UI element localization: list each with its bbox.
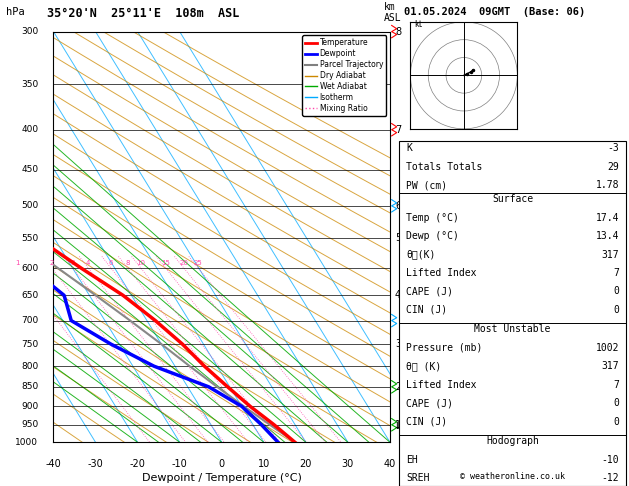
Text: CIN (J): CIN (J): [406, 417, 447, 427]
Text: 0: 0: [613, 398, 619, 408]
Text: 1.78: 1.78: [596, 180, 619, 191]
Text: 500: 500: [21, 201, 38, 210]
Text: -3: -3: [608, 143, 619, 154]
Text: -12: -12: [601, 473, 619, 483]
Text: SREH: SREH: [406, 473, 430, 483]
Text: 400: 400: [21, 125, 38, 134]
Text: 6: 6: [109, 260, 113, 266]
Text: 4: 4: [395, 290, 401, 300]
Text: 7: 7: [613, 268, 619, 278]
Text: hPa: hPa: [6, 7, 25, 17]
Text: 3: 3: [395, 339, 401, 349]
Text: km: km: [384, 2, 396, 13]
Text: 40: 40: [384, 459, 396, 469]
Text: θᴇ(K): θᴇ(K): [406, 250, 436, 260]
Text: 2: 2: [50, 260, 54, 266]
Text: CAPE (J): CAPE (J): [406, 398, 454, 408]
Text: 317: 317: [601, 361, 619, 371]
Text: PW (cm): PW (cm): [406, 180, 447, 191]
Text: 6: 6: [395, 201, 401, 211]
Text: 13.4: 13.4: [596, 231, 619, 241]
Text: 700: 700: [21, 316, 38, 325]
Text: 0: 0: [613, 305, 619, 315]
Text: Lifted Index: Lifted Index: [406, 380, 477, 390]
Text: 35°20'N  25°11'E  108m  ASL: 35°20'N 25°11'E 108m ASL: [47, 7, 240, 20]
Text: 1: 1: [395, 420, 401, 430]
Text: 7: 7: [613, 380, 619, 390]
Text: 0: 0: [219, 459, 225, 469]
Text: -20: -20: [130, 459, 145, 469]
Text: 0: 0: [613, 417, 619, 427]
Text: 20: 20: [299, 459, 312, 469]
Text: EH: EH: [406, 454, 418, 465]
Text: 17.4: 17.4: [596, 213, 619, 223]
Text: Hodograph: Hodograph: [486, 436, 539, 446]
Text: 1: 1: [16, 260, 20, 266]
Text: 10: 10: [258, 459, 270, 469]
Text: Mixing Ratio (g/kg): Mixing Ratio (g/kg): [415, 191, 425, 283]
Text: 20: 20: [179, 260, 188, 266]
Text: 30: 30: [342, 459, 354, 469]
Text: 5: 5: [395, 233, 401, 243]
Text: -10: -10: [601, 454, 619, 465]
Text: 15: 15: [161, 260, 170, 266]
Text: 29: 29: [608, 162, 619, 172]
Text: 600: 600: [21, 263, 38, 273]
Text: Surface: Surface: [492, 194, 533, 204]
Text: Most Unstable: Most Unstable: [474, 324, 551, 334]
Text: 1002: 1002: [596, 343, 619, 353]
Text: 550: 550: [21, 234, 38, 243]
Text: LCL: LCL: [395, 422, 411, 431]
Text: 750: 750: [21, 340, 38, 348]
Text: 300: 300: [21, 27, 38, 36]
Text: 8: 8: [125, 260, 130, 266]
Text: Temp (°C): Temp (°C): [406, 213, 459, 223]
Text: 25: 25: [194, 260, 203, 266]
Text: 2: 2: [395, 382, 401, 392]
Text: 01.05.2024  09GMT  (Base: 06): 01.05.2024 09GMT (Base: 06): [404, 7, 585, 17]
Text: 10: 10: [136, 260, 145, 266]
Text: 850: 850: [21, 382, 38, 391]
Legend: Temperature, Dewpoint, Parcel Trajectory, Dry Adiabat, Wet Adiabat, Isotherm, Mi: Temperature, Dewpoint, Parcel Trajectory…: [302, 35, 386, 116]
Text: 450: 450: [21, 165, 38, 174]
Text: 1000: 1000: [15, 438, 38, 447]
Text: -10: -10: [172, 459, 187, 469]
Text: 0: 0: [613, 287, 619, 296]
Text: 350: 350: [21, 80, 38, 88]
Text: 3: 3: [70, 260, 75, 266]
Text: 650: 650: [21, 291, 38, 300]
Text: CIN (J): CIN (J): [406, 305, 447, 315]
Text: Dewp (°C): Dewp (°C): [406, 231, 459, 241]
Text: -30: -30: [87, 459, 103, 469]
Text: 8: 8: [395, 27, 401, 36]
Text: CAPE (J): CAPE (J): [406, 287, 454, 296]
Text: Totals Totals: Totals Totals: [406, 162, 482, 172]
Text: -40: -40: [45, 459, 62, 469]
Text: K: K: [406, 143, 412, 154]
Text: kt: kt: [414, 20, 422, 29]
FancyBboxPatch shape: [399, 141, 626, 486]
Text: 900: 900: [21, 402, 38, 411]
Text: ASL: ASL: [384, 13, 401, 23]
Text: Pressure (mb): Pressure (mb): [406, 343, 482, 353]
Text: 317: 317: [601, 250, 619, 260]
Text: © weatheronline.co.uk: © weatheronline.co.uk: [460, 472, 565, 481]
Text: 7: 7: [395, 125, 401, 135]
Text: 950: 950: [21, 420, 38, 429]
Text: Dewpoint / Temperature (°C): Dewpoint / Temperature (°C): [142, 473, 302, 483]
Text: 4: 4: [86, 260, 91, 266]
Text: 800: 800: [21, 362, 38, 371]
Text: Lifted Index: Lifted Index: [406, 268, 477, 278]
Text: θᴇ (K): θᴇ (K): [406, 361, 442, 371]
